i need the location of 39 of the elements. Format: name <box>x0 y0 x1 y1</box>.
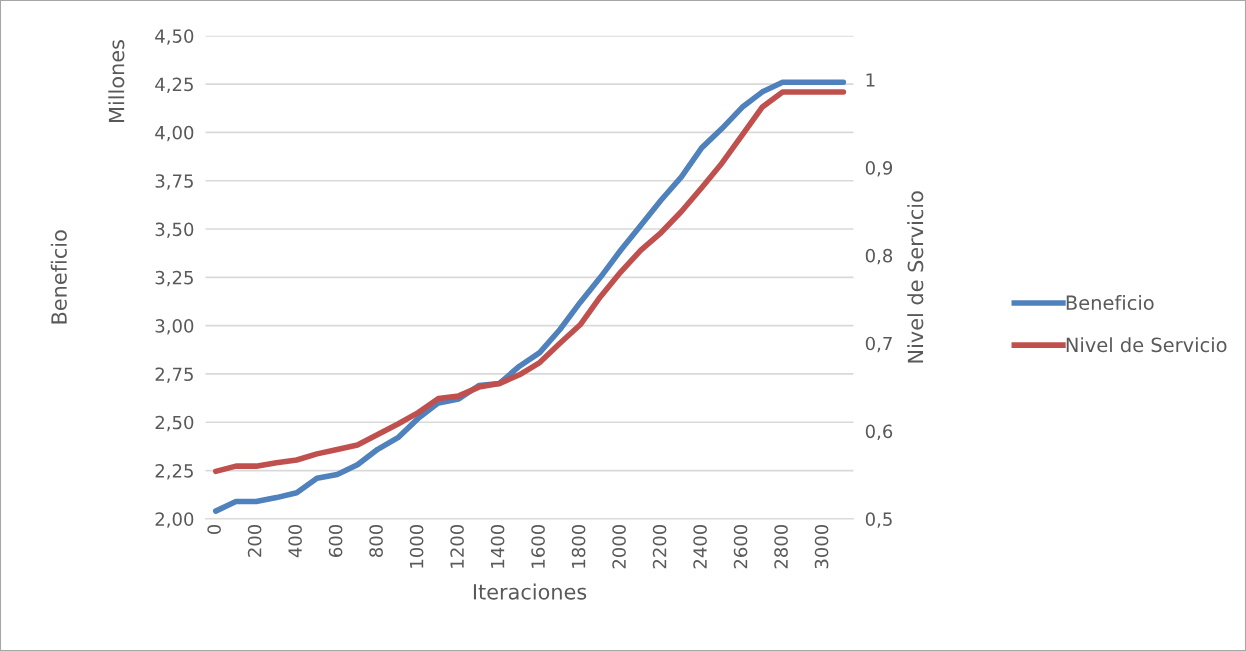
x-tick-label: 1800 <box>571 524 586 568</box>
y-tick-label: 2,75 <box>155 367 193 383</box>
x-tick-label: 2800 <box>774 524 788 569</box>
y2-tick-label: 0,8 <box>865 248 893 265</box>
y-tick-label: 4,50 <box>155 29 194 45</box>
x-tick-label: 400 <box>288 524 302 558</box>
text: Millones <box>108 40 125 122</box>
x-tick-label: 2400 <box>693 524 707 569</box>
x-tick-label: 600 <box>328 524 343 557</box>
x-tick-label: 0 <box>207 524 221 535</box>
legend-label: Beneficio <box>1066 295 1154 311</box>
x-tick-label: 800 <box>369 524 383 557</box>
y2-tick-label: 0,9 <box>865 161 893 177</box>
y2-tick-label: 1 <box>866 73 875 87</box>
x-tick-label: 3000 <box>814 524 829 569</box>
y-tick-label: 4,25 <box>155 77 193 94</box>
y-tick-label: 2,25 <box>155 464 193 480</box>
y-tick-label: 3,75 <box>155 174 193 190</box>
y-tick-label: 4,00 <box>155 125 194 142</box>
y2-tick-label: 0,5 <box>865 512 892 528</box>
y-tick-label: 3,50 <box>155 222 194 238</box>
x-tick-label: 2600 <box>733 524 748 569</box>
legend-label: Nivel de Servicio <box>1066 337 1227 353</box>
x-tick-label: 1400 <box>490 524 505 568</box>
y2-tick-label: 0,7 <box>865 336 892 353</box>
y-tick-label: 3,25 <box>155 270 193 287</box>
x-axis-title: Iteraciones <box>473 583 587 600</box>
x-tick-label: 1600 <box>531 524 545 568</box>
y2-axis-title: Nivel de Servicio <box>907 191 924 363</box>
y2-tick-label: 0,6 <box>865 424 893 440</box>
x-tick-label: 2200 <box>652 524 667 569</box>
y-tick-label: 3,00 <box>155 319 194 335</box>
y-tick-label: 2,00 <box>155 512 194 528</box>
x-tick-label: 200 <box>247 524 262 557</box>
y-axis-title: Beneficio <box>50 230 67 324</box>
x-tick-label: 1200 <box>450 524 464 568</box>
y-tick-label: 2,50 <box>155 415 194 432</box>
x-tick-label: 2000 <box>612 524 626 569</box>
x-tick-label: 1000 <box>409 524 424 568</box>
